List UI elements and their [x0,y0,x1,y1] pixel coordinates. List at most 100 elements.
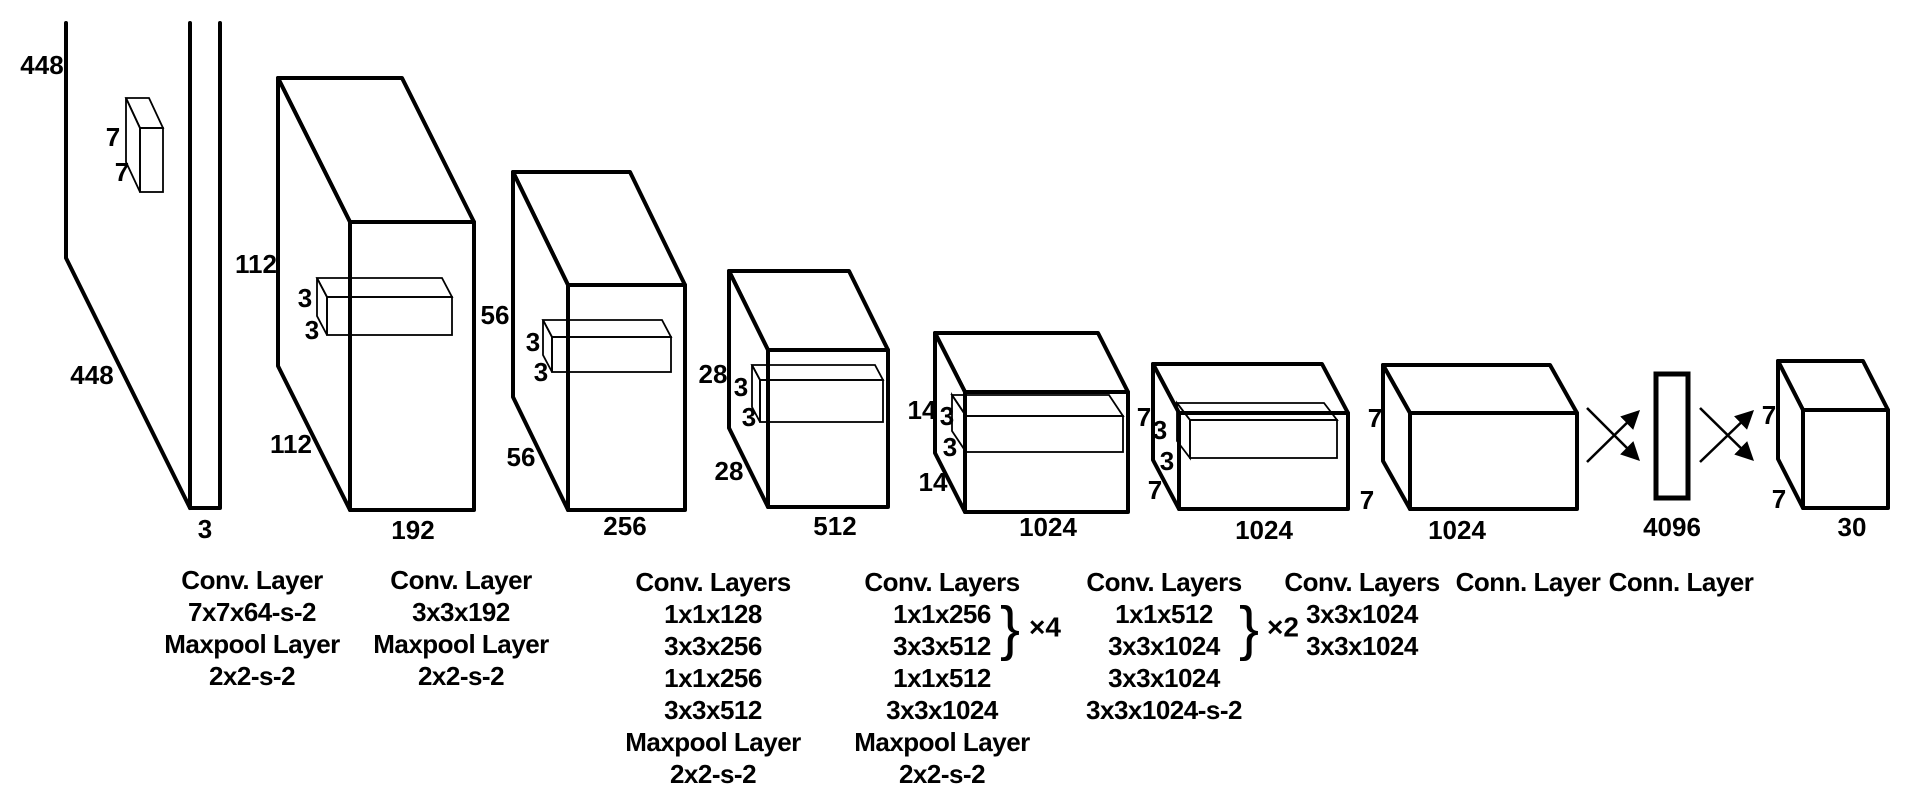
caption-column-6: Conv. Layers 3x3x1024 3x3x1024 [1284,567,1440,661]
input-image-slab [64,21,222,510]
conv-block-2-kernel-front [551,336,672,373]
caption-line: 3x3x1024-s-2 [1086,695,1242,725]
input-width-label: 448 [70,360,113,390]
caption-column-2: Conv. Layer 3x3x192 Maxpool Layer 2x2-s-… [373,565,549,691]
conv-block-6-top-face [1381,363,1579,415]
conv-block-5 [1151,362,1350,511]
caption-line: 2x2-s-2 [899,759,985,789]
caption-line: Maxpool Layer [854,727,1030,757]
caption-line: 3x3x512 [664,695,762,725]
block3-channels-label: 512 [813,511,856,541]
conv-block-1-front-face [348,220,476,512]
block1-kernel-a-label: 3 [298,283,312,313]
input-slab-front-strip [188,21,222,510]
conv-block-2-front-face [566,283,687,512]
caption-line: Maxpool Layer [373,629,549,659]
output-tensor-cube [1776,359,1890,510]
caption-line: 1x1x512 [893,663,991,693]
block3-kernel-b-label: 3 [742,402,756,432]
block4-height-label: 14 [908,395,937,425]
caption-column-5: Conv. Layers 1x1x512 3x3x1024 3x3x1024 3… [1086,567,1299,725]
fc-connection-arrows-2 [1699,407,1755,463]
conv-block-4 [933,331,1130,514]
caption-line: Maxpool Layer [625,727,801,757]
block5-width-label: 7 [1148,475,1162,505]
caption-line: 3x3x1024 [1306,631,1419,661]
block3-height-label: 28 [699,359,728,389]
fc-4096-slab [1653,371,1691,501]
caption-line: Conn. Layer [1609,567,1754,597]
block1-width-label: 112 [270,429,312,459]
block2-width-label: 56 [507,442,536,472]
output-channels-label: 30 [1838,512,1867,542]
conv-block-5-kernel-front [1189,419,1338,459]
fc1-arrow-up-icon [1586,410,1641,463]
caption-line: 3x3x256 [664,631,762,661]
conv-block-1-kernel-front [326,296,453,336]
input-slab-back-edge [64,21,192,510]
caption-line: 3x3x1024 [886,695,999,725]
input-kernel-front-face [139,127,164,193]
output-cube-front-face [1801,408,1890,510]
conv-block-4-top-face [933,331,1130,394]
caption-line: Conv. Layer [390,565,532,595]
block5-channels-label: 1024 [1235,515,1293,545]
block3-width-label: 28 [715,456,744,486]
block6-channels-label: 1024 [1428,515,1486,545]
caption-line: 1x1x128 [664,599,762,629]
block4-width-label: 14 [919,467,948,497]
caption-line: 3x3x512 [893,631,991,661]
block6-width-label: 7 [1360,485,1374,515]
input-kernel-top-face [124,97,165,129]
repeat-multiplier: ×4 [1029,612,1061,643]
caption-line: 2x2-s-2 [418,661,504,691]
input-height-label: 448 [20,50,63,80]
block4-kernel-b-label: 3 [943,432,957,462]
block4-kernel-a-label: 3 [940,401,954,431]
repeat-brace: } [1239,595,1259,662]
block5-kernel-b-label: 3 [1160,446,1174,476]
output-height-label: 7 [1762,400,1776,430]
fc-connection-arrows-1 [1586,407,1641,463]
input-kernel-a-label: 7 [106,122,120,152]
caption-line: 3x3x1024 [1108,663,1221,693]
fc-units-label: 4096 [1643,512,1701,542]
caption-line: 1x1x256 [893,599,991,629]
caption-line: 2x2-s-2 [209,661,295,691]
caption-line: Conv. Layers [864,567,1019,597]
input-kernel-b-label: 7 [115,157,129,187]
caption-line: 2x2-s-2 [670,759,756,789]
caption-column-1: Conv. Layer 7x7x64-s-2 Maxpool Layer 2x2… [164,565,340,691]
block1-height-label: 112 [235,249,277,279]
conv-block-5-top-face [1151,362,1350,415]
conv-block-6-front-face [1408,411,1579,511]
block4-channels-label: 1024 [1019,512,1077,542]
block1-channels-label: 192 [391,515,434,545]
caption-line: 1x1x256 [664,663,762,693]
caption-line: Conv. Layers [1086,567,1241,597]
caption-line: 3x3x192 [412,597,510,627]
caption-column-4: Conv. Layers 1x1x256 3x3x512 1x1x512 3x3… [854,567,1061,789]
caption-column-7: Conn. Layer [1456,567,1602,597]
block1-kernel-b-label: 3 [305,315,319,345]
block5-height-label: 7 [1137,402,1151,432]
fc2-arrow-down-icon [1699,407,1755,461]
block6-height-label: 7 [1368,403,1382,433]
repeat-multiplier: ×2 [1267,612,1299,643]
conv-block-4-kernel-front [965,415,1124,453]
caption-line: Conv. Layers [1284,567,1439,597]
block3-kernel-a-label: 3 [734,372,748,402]
caption-column-8: Conn. Layer [1609,567,1755,597]
conv-block-2 [511,170,687,512]
conv-block-6 [1381,363,1579,511]
caption-line: 3x3x1024 [1306,599,1419,629]
caption-column-3: Conv. Layers 1x1x128 3x3x256 1x1x256 3x3… [625,567,801,789]
caption-line: Conv. Layer [181,565,323,595]
fc1-arrow-down-icon [1586,407,1640,461]
caption-line: Conv. Layers [635,567,790,597]
block2-channels-label: 256 [603,511,646,541]
conv-block-3-front-face [766,348,890,509]
block5-kernel-a-label: 3 [1153,415,1167,445]
repeat-brace: } [1000,595,1020,662]
